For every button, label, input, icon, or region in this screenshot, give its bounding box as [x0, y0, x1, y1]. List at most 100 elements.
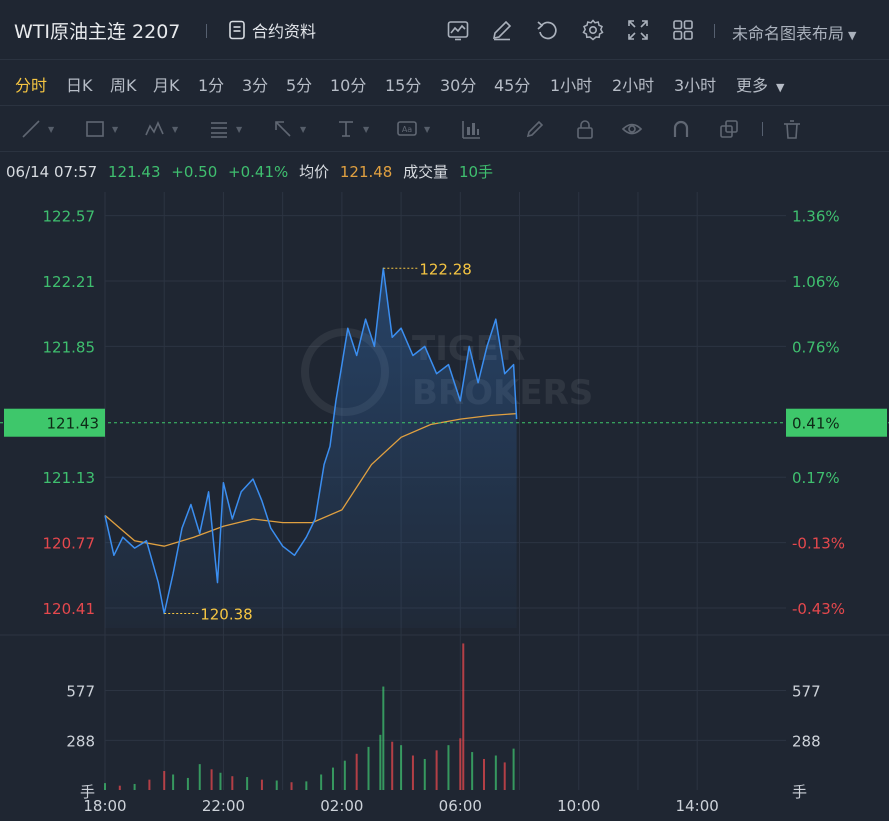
volume-bar [391, 741, 394, 790]
period-tab[interactable]: 10分 [330, 76, 367, 95]
period-tab[interactable]: 周K [110, 76, 137, 95]
period-tab[interactable]: 3小时 [674, 76, 717, 95]
line-tool-icon[interactable]: ▼ [20, 117, 54, 141]
period-tab[interactable]: 1分 [198, 76, 225, 95]
chart-annotations: 121.43 0.41% 122.28 120.38 [0, 260, 889, 623]
volume-bar [382, 686, 385, 790]
volume-bar [367, 746, 370, 790]
volume-bar [231, 776, 234, 790]
period-tab[interactable]: 3分 [242, 76, 269, 95]
period-tab[interactable]: 1小时 [550, 76, 593, 95]
volume-bar [400, 745, 403, 790]
period-tab[interactable]: 15分 [385, 76, 422, 95]
volume-tick-label-left: 577 [66, 683, 95, 701]
divider [714, 24, 715, 38]
copy-icon[interactable] [718, 117, 740, 141]
price-line [104, 267, 518, 615]
volume-bar [355, 753, 358, 790]
edit-icon[interactable] [490, 18, 514, 42]
document-icon [229, 20, 245, 40]
contract-info-label: 合约资料 [252, 22, 317, 41]
brush-icon[interactable] [524, 117, 546, 141]
period-more-button[interactable]: 更多 ▼ [736, 72, 784, 96]
volume-label: 成交量 [403, 163, 449, 181]
avg-price-line [104, 412, 517, 547]
contract-info-button[interactable]: 合约资料 [228, 16, 316, 44]
text-tool-icon[interactable]: Aa ▼ [396, 117, 430, 141]
y-tick-label-left: 121.85 [43, 338, 96, 356]
x-tick-label: 18:00 [83, 797, 126, 815]
volume-bar [186, 777, 189, 790]
period-tab[interactable]: 45分 [494, 76, 531, 95]
indicator-tool-icon[interactable] [460, 117, 482, 141]
grid-layout-icon[interactable] [671, 18, 695, 42]
volume-bar [290, 782, 293, 790]
price-lines [104, 267, 518, 615]
low-price-label: 120.38 [200, 605, 253, 623]
volume-bar [503, 762, 506, 790]
period-bar: 分时 日K 周K 月K 1分 3分 5分 10分 15分 30分 45分 1小时… [0, 60, 889, 106]
volume-tick-label-left: 288 [66, 732, 95, 750]
period-tab[interactable]: 日K [66, 76, 93, 95]
volume-bar [459, 738, 462, 790]
quote-change: +0.50 [171, 163, 218, 181]
symbol-title[interactable]: WTI原油主连 2207 [14, 21, 181, 43]
current-price-tag [4, 408, 105, 437]
fullscreen-icon[interactable] [626, 18, 650, 42]
volume-bar [447, 745, 450, 790]
period-tab[interactable]: 分时 [15, 76, 48, 95]
period-tab[interactable]: 30分 [440, 76, 477, 95]
fib-tool-icon[interactable]: ▼ [211, 122, 243, 138]
lock-icon[interactable] [574, 117, 596, 141]
volume-bar [133, 783, 136, 790]
y-tick-label-right: 1.36% [792, 208, 840, 226]
volume-bar [260, 779, 263, 790]
price-area-fill [105, 268, 517, 628]
divider [762, 122, 763, 136]
volume-unit-label-left: 手 [80, 783, 95, 801]
volume-bar [305, 781, 308, 790]
volume-bar [494, 755, 497, 790]
y-tick-label-left: 121.13 [43, 469, 96, 487]
arrow-tool-icon[interactable]: ▼ [272, 117, 306, 141]
volume-bar [482, 758, 485, 790]
volume-bars [104, 643, 515, 790]
measure-tool-icon[interactable]: ▼ [339, 121, 370, 137]
volume-bar [246, 777, 249, 790]
current-price-tag-label: 121.43 [47, 415, 100, 433]
quote-info-line: 06/14 07:57 121.43 +0.50 +0.41% 均价 121.4… [6, 161, 499, 182]
volume-tick-label-right: 288 [792, 732, 821, 750]
y-tick-label-right: -0.43% [792, 600, 845, 618]
svg-text:Aa: Aa [402, 125, 412, 134]
volume-bar [210, 769, 213, 790]
undo-icon[interactable] [535, 18, 559, 42]
volume-bar [462, 643, 465, 790]
volume-bar [423, 758, 426, 790]
y-tick-label-left: 122.57 [43, 208, 96, 226]
quote-price: 121.43 [108, 163, 161, 181]
y-tick-label-right: 0.17% [792, 469, 840, 487]
chart-line-icon[interactable] [446, 18, 470, 42]
layout-selector[interactable]: 未命名图表布局 ▼ [732, 20, 856, 44]
eye-icon[interactable] [621, 117, 643, 141]
volume-unit-label-right: 手 [792, 783, 807, 801]
period-tab[interactable]: 5分 [286, 76, 313, 95]
x-tick-label: 02:00 [320, 797, 363, 815]
wave-tool-icon[interactable]: ▼ [144, 117, 178, 141]
period-tab[interactable]: 2小时 [612, 76, 655, 95]
settings-icon[interactable] [581, 18, 605, 42]
period-tab[interactable]: 月K [153, 76, 180, 95]
volume-bar [331, 767, 334, 790]
avg-price-label: 均价 [299, 163, 330, 181]
volume-bar [198, 764, 201, 790]
trash-icon[interactable] [781, 117, 803, 141]
magnet-icon[interactable] [670, 117, 692, 141]
avg-price-value: 121.48 [339, 163, 393, 181]
drawing-toolbar: ▼ ▼ ▼ ▼ ▼ ▼ Aa ▼ [0, 106, 889, 152]
volume-bar [148, 779, 151, 790]
divider [206, 24, 207, 38]
volume-tick-label-right: 577 [792, 683, 821, 701]
rectangle-tool-icon[interactable]: ▼ [84, 117, 118, 141]
volume-bar [343, 760, 346, 790]
